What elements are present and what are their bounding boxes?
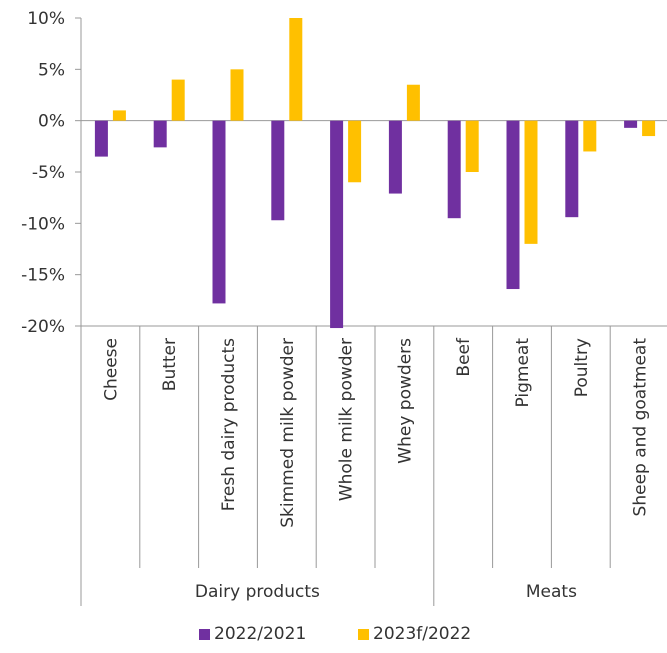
category-label: Pigmeat (513, 338, 533, 408)
bar-series2 (289, 18, 303, 121)
bar-series1 (330, 120, 344, 329)
bar-series2 (406, 84, 420, 121)
bar-series2 (230, 69, 244, 121)
y-tick-label: 5% (38, 60, 65, 80)
y-tick-label: -5% (32, 163, 65, 183)
bar-series1 (624, 120, 638, 128)
category-label: Fresh dairy products (219, 338, 239, 511)
category-label: Poultry (572, 338, 592, 397)
y-tick-label: -10% (21, 214, 65, 234)
legend-label: 2022/2021 (214, 624, 306, 644)
bar-series1 (388, 120, 402, 194)
y-tick-label: 0% (38, 112, 65, 132)
bar-series2 (583, 120, 597, 152)
y-tick-label: 10% (27, 9, 65, 29)
category-label: Beef (454, 337, 474, 377)
group-label: Meats (526, 582, 577, 602)
bar-series2 (465, 120, 479, 172)
legend-swatch (358, 629, 369, 640)
bar-series1 (565, 120, 579, 218)
bar-series2 (348, 120, 362, 183)
bar-series1 (447, 120, 461, 219)
bar-series2 (524, 120, 538, 244)
bar-series1 (153, 120, 167, 148)
bar-series1 (212, 120, 226, 304)
category-label: Cheese (101, 338, 121, 401)
y-tick-label: -15% (21, 266, 65, 286)
legend-label: 2023f/2022 (373, 624, 471, 644)
category-label: Sheep and goatmeat (631, 338, 651, 517)
category-label: Skimmed milk powder (278, 338, 298, 528)
group-label: Dairy products (195, 582, 320, 602)
y-tick-label: -20% (21, 317, 65, 337)
bar-series1 (506, 120, 520, 290)
bar-series2 (112, 110, 126, 121)
bar-series1 (271, 120, 285, 221)
bar-series2 (171, 79, 185, 121)
bar-series2 (642, 120, 656, 137)
category-label: Butter (160, 338, 180, 391)
category-label: Whey powders (395, 338, 415, 464)
bar-series1 (94, 120, 108, 157)
category-label: Whole milk powder (337, 338, 357, 501)
legend-swatch (199, 629, 210, 640)
